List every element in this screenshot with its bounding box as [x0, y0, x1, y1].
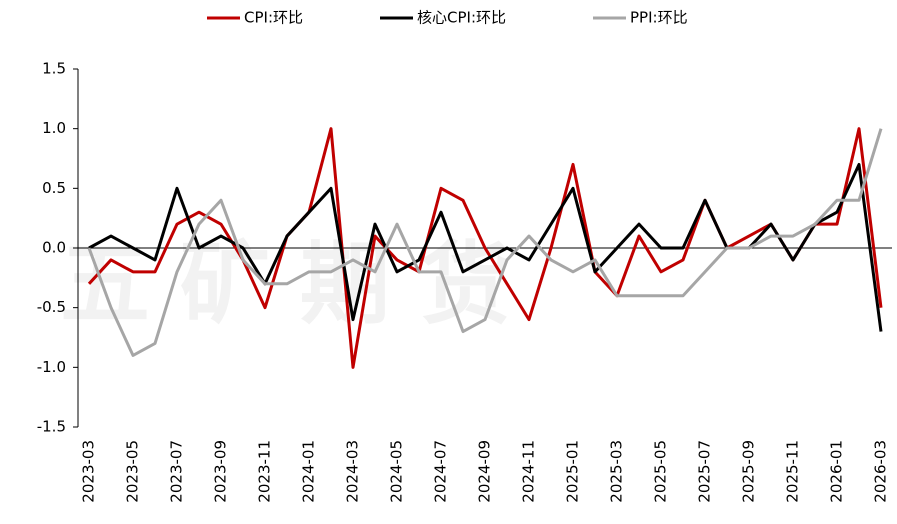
legend-label: PPI:环比 [630, 9, 688, 27]
y-tick-label: 0.0 [42, 239, 66, 257]
x-tick-label: 2023-11 [256, 440, 274, 503]
x-tick-label: 2024-01 [300, 440, 318, 503]
x-tick-label: 2025-09 [740, 440, 758, 503]
x-tick-label: 2025-07 [696, 440, 714, 503]
x-tick-label: 2023-07 [168, 440, 186, 503]
x-tick-label: 2024-09 [476, 440, 494, 503]
x-tick-label: 2026-01 [828, 440, 846, 503]
y-tick-label: -1.5 [37, 418, 66, 436]
series-line [87, 127, 883, 369]
legend-label: 核心CPI:环比 [417, 9, 506, 27]
x-tick-label: 2024-11 [520, 440, 538, 503]
y-tick-label: -1.0 [37, 358, 66, 376]
y-tick-label: 0.5 [42, 179, 66, 197]
x-tick-label: 2024-05 [388, 440, 406, 503]
x-tick-label: 2025-03 [608, 440, 626, 503]
y-tick-label: 1.5 [42, 60, 66, 78]
y-tick-label: 1.0 [42, 119, 66, 137]
legend-label: CPI:环比 [244, 9, 303, 27]
x-tick-label: 2023-09 [212, 440, 230, 503]
x-tick-label: 2026-03 [872, 440, 890, 503]
series-line [87, 128, 883, 357]
x-tick-label: 2025-11 [784, 440, 802, 503]
y-tick-label: -0.5 [37, 298, 66, 316]
x-tick-label: 2024-03 [344, 440, 362, 503]
x-tick-label: 2025-01 [564, 440, 582, 503]
x-tick-label: 2023-05 [124, 440, 142, 503]
x-tick-label: 2023-03 [80, 440, 98, 503]
x-tick-label: 2025-05 [652, 440, 670, 503]
x-tick-label: 2024-07 [432, 440, 450, 503]
